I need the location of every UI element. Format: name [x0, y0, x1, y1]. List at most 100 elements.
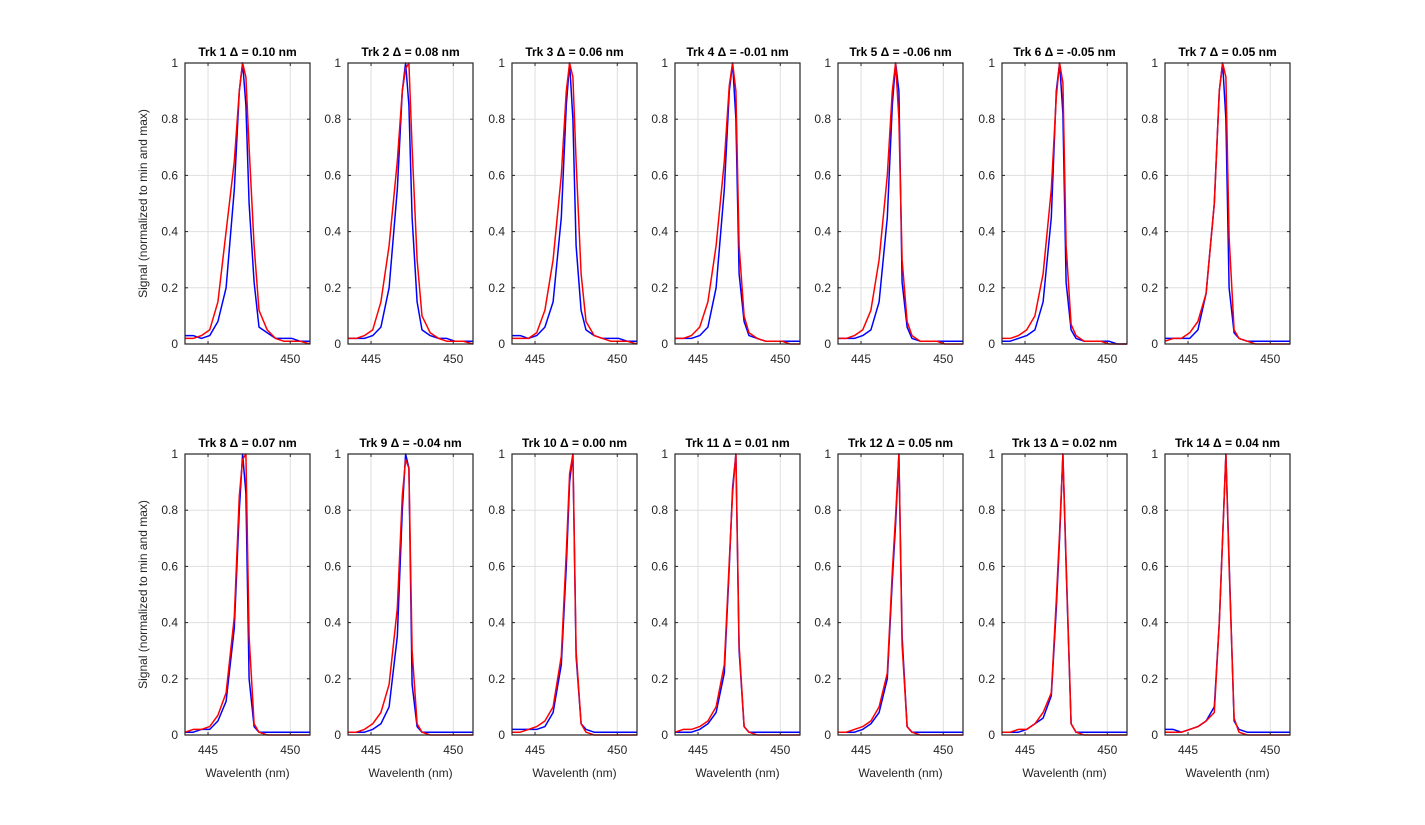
subplot-13: 445 450 0 0.2 0.4 0.6 0.8 1 Trk 13 Δ = 0.02 nm Wa…	[978, 436, 1128, 780]
blue-series-line	[185, 62, 310, 342]
y-tick-label: 1	[334, 447, 341, 461]
x-tick-label: 450	[1260, 743, 1280, 757]
y-tick-label: 0.8	[978, 112, 995, 126]
y-tick-label: 0	[1151, 337, 1158, 351]
subplot-2: 445 450 0 0.2 0.4 0.6 0.8 1 Trk 2 Δ = 0.08 nm	[324, 45, 474, 366]
y-tick-label: 0	[824, 728, 831, 742]
y-tick-label: 0.6	[978, 168, 995, 182]
x-tick-label: 450	[607, 743, 627, 757]
subplot-10: 445 450 0 0.2 0.4 0.6 0.8 1 Trk 10 Δ = 0.00 nm Wa…	[488, 436, 638, 780]
subplot-title: Trk 2 Δ = 0.08 nm	[361, 45, 459, 59]
y-tick-label: 0.4	[978, 616, 995, 630]
x-tick-label: 445	[198, 352, 218, 366]
axes-box	[1164, 62, 1291, 345]
x-tick-label: 450	[280, 743, 300, 757]
x-tick-label: 445	[361, 352, 381, 366]
axes-box	[184, 62, 311, 345]
y-tick-label: 0	[171, 728, 178, 742]
y-tick-label: 0.8	[324, 112, 341, 126]
subplot-title: Trk 5 Δ = -0.06 nm	[849, 45, 951, 59]
y-tick-label: 0	[498, 728, 505, 742]
subplot-11: 445 450 0 0.2 0.4 0.6 0.8 1 Trk 11 Δ = 0.01 nm Wa…	[651, 436, 801, 780]
y-tick-label: 1	[498, 56, 505, 70]
y-tick-label: 0.2	[324, 672, 341, 686]
y-tick-label: 0.8	[324, 503, 341, 517]
y-tick-label: 1	[171, 56, 178, 70]
y-tick-label: 0.8	[651, 112, 668, 126]
y-tick-label: 0.6	[814, 559, 831, 573]
x-tick-label: 450	[770, 352, 790, 366]
y-tick-label: 0.4	[324, 616, 341, 630]
subplot-title: Trk 10 Δ = 0.00 nm	[522, 436, 627, 450]
y-tick-label: 0.6	[324, 168, 341, 182]
y-tick-label: 0.2	[978, 672, 995, 686]
y-tick-label: 0.8	[1141, 503, 1158, 517]
subplot-7: 445 450 0 0.2 0.4 0.6 0.8 1 Trk 7 Δ = 0.05 nm	[1141, 45, 1291, 366]
x-tick-label: 445	[525, 743, 545, 757]
x-tick-label: 445	[1015, 352, 1035, 366]
x-tick-label: 450	[443, 743, 463, 757]
axes-box	[1164, 453, 1291, 736]
y-tick-label: 0.6	[1141, 559, 1158, 573]
y-tick-label: 1	[1151, 447, 1158, 461]
y-tick-label: 0.6	[978, 559, 995, 573]
red-series-line	[1002, 62, 1127, 345]
axes-box	[511, 62, 638, 345]
y-tick-label: 0.6	[814, 168, 831, 182]
y-tick-label: 0.6	[161, 168, 178, 182]
y-tick-label: 0.2	[488, 672, 505, 686]
x-tick-label: 445	[198, 743, 218, 757]
x-tick-label: 445	[1015, 743, 1035, 757]
axes-box	[347, 62, 474, 345]
axes-box	[837, 62, 964, 345]
y-tick-label: 0	[824, 337, 831, 351]
subplot-title: Trk 4 Δ = -0.01 nm	[686, 45, 788, 59]
subplot-14: 445 450 0 0.2 0.4 0.6 0.8 1 Trk 14 Δ = 0.04 nm Wa…	[1141, 436, 1291, 780]
y-tick-label: 0.4	[978, 225, 995, 239]
subplot-title: Trk 9 Δ = -0.04 nm	[359, 436, 461, 450]
subplot-4: 445 450 0 0.2 0.4 0.6 0.8 1 Trk 4 Δ = -0.01 nm	[651, 45, 801, 366]
y-tick-label: 0.6	[161, 559, 178, 573]
axes-box	[511, 453, 638, 736]
y-tick-label: 0.4	[488, 225, 505, 239]
subplot-title: Trk 13 Δ = 0.02 nm	[1012, 436, 1117, 450]
y-tick-label: 0.2	[814, 672, 831, 686]
y-tick-label: 0.2	[1141, 281, 1158, 295]
y-tick-label: 0	[334, 337, 341, 351]
blue-series-line	[348, 62, 473, 342]
y-tick-label: 1	[334, 56, 341, 70]
red-series-line	[185, 62, 311, 345]
x-tick-label: 450	[443, 352, 463, 366]
x-tick-label: 450	[1260, 352, 1280, 366]
y-axis-label: Signal (normalized to min and max)	[136, 109, 150, 298]
subplot-1: 445 450 0 0.2 0.4 0.6 0.8 1 Trk 1 Δ = 0.10 nm Sig…	[136, 45, 311, 366]
y-tick-label: 1	[824, 447, 831, 461]
axes-box	[347, 453, 474, 736]
red-series-line	[675, 62, 800, 345]
y-tick-label: 0.8	[651, 503, 668, 517]
x-axis-label: Wavelenth (nm)	[858, 766, 942, 780]
y-tick-label: 1	[498, 447, 505, 461]
y-tick-label: 0.6	[651, 168, 668, 182]
axes-box	[837, 453, 964, 736]
x-axis-label: Wavelenth (nm)	[205, 766, 289, 780]
axes-box	[1001, 62, 1128, 345]
y-tick-label: 0	[171, 337, 178, 351]
x-tick-label: 450	[607, 352, 627, 366]
y-tick-label: 0.4	[814, 616, 831, 630]
y-tick-label: 0.4	[651, 616, 668, 630]
y-tick-label: 0.4	[651, 225, 668, 239]
y-tick-label: 0.8	[978, 503, 995, 517]
y-tick-label: 0.8	[814, 112, 831, 126]
x-axis-label: Wavelenth (nm)	[1185, 766, 1269, 780]
x-tick-label: 445	[525, 352, 545, 366]
y-tick-label: 1	[824, 56, 831, 70]
y-tick-label: 0.8	[814, 503, 831, 517]
subplot-title: Trk 12 Δ = 0.05 nm	[848, 436, 953, 450]
y-tick-label: 0	[498, 337, 505, 351]
y-tick-label: 0.2	[1141, 672, 1158, 686]
x-tick-label: 445	[361, 743, 381, 757]
y-tick-label: 0.4	[488, 616, 505, 630]
axes-box	[674, 453, 801, 736]
